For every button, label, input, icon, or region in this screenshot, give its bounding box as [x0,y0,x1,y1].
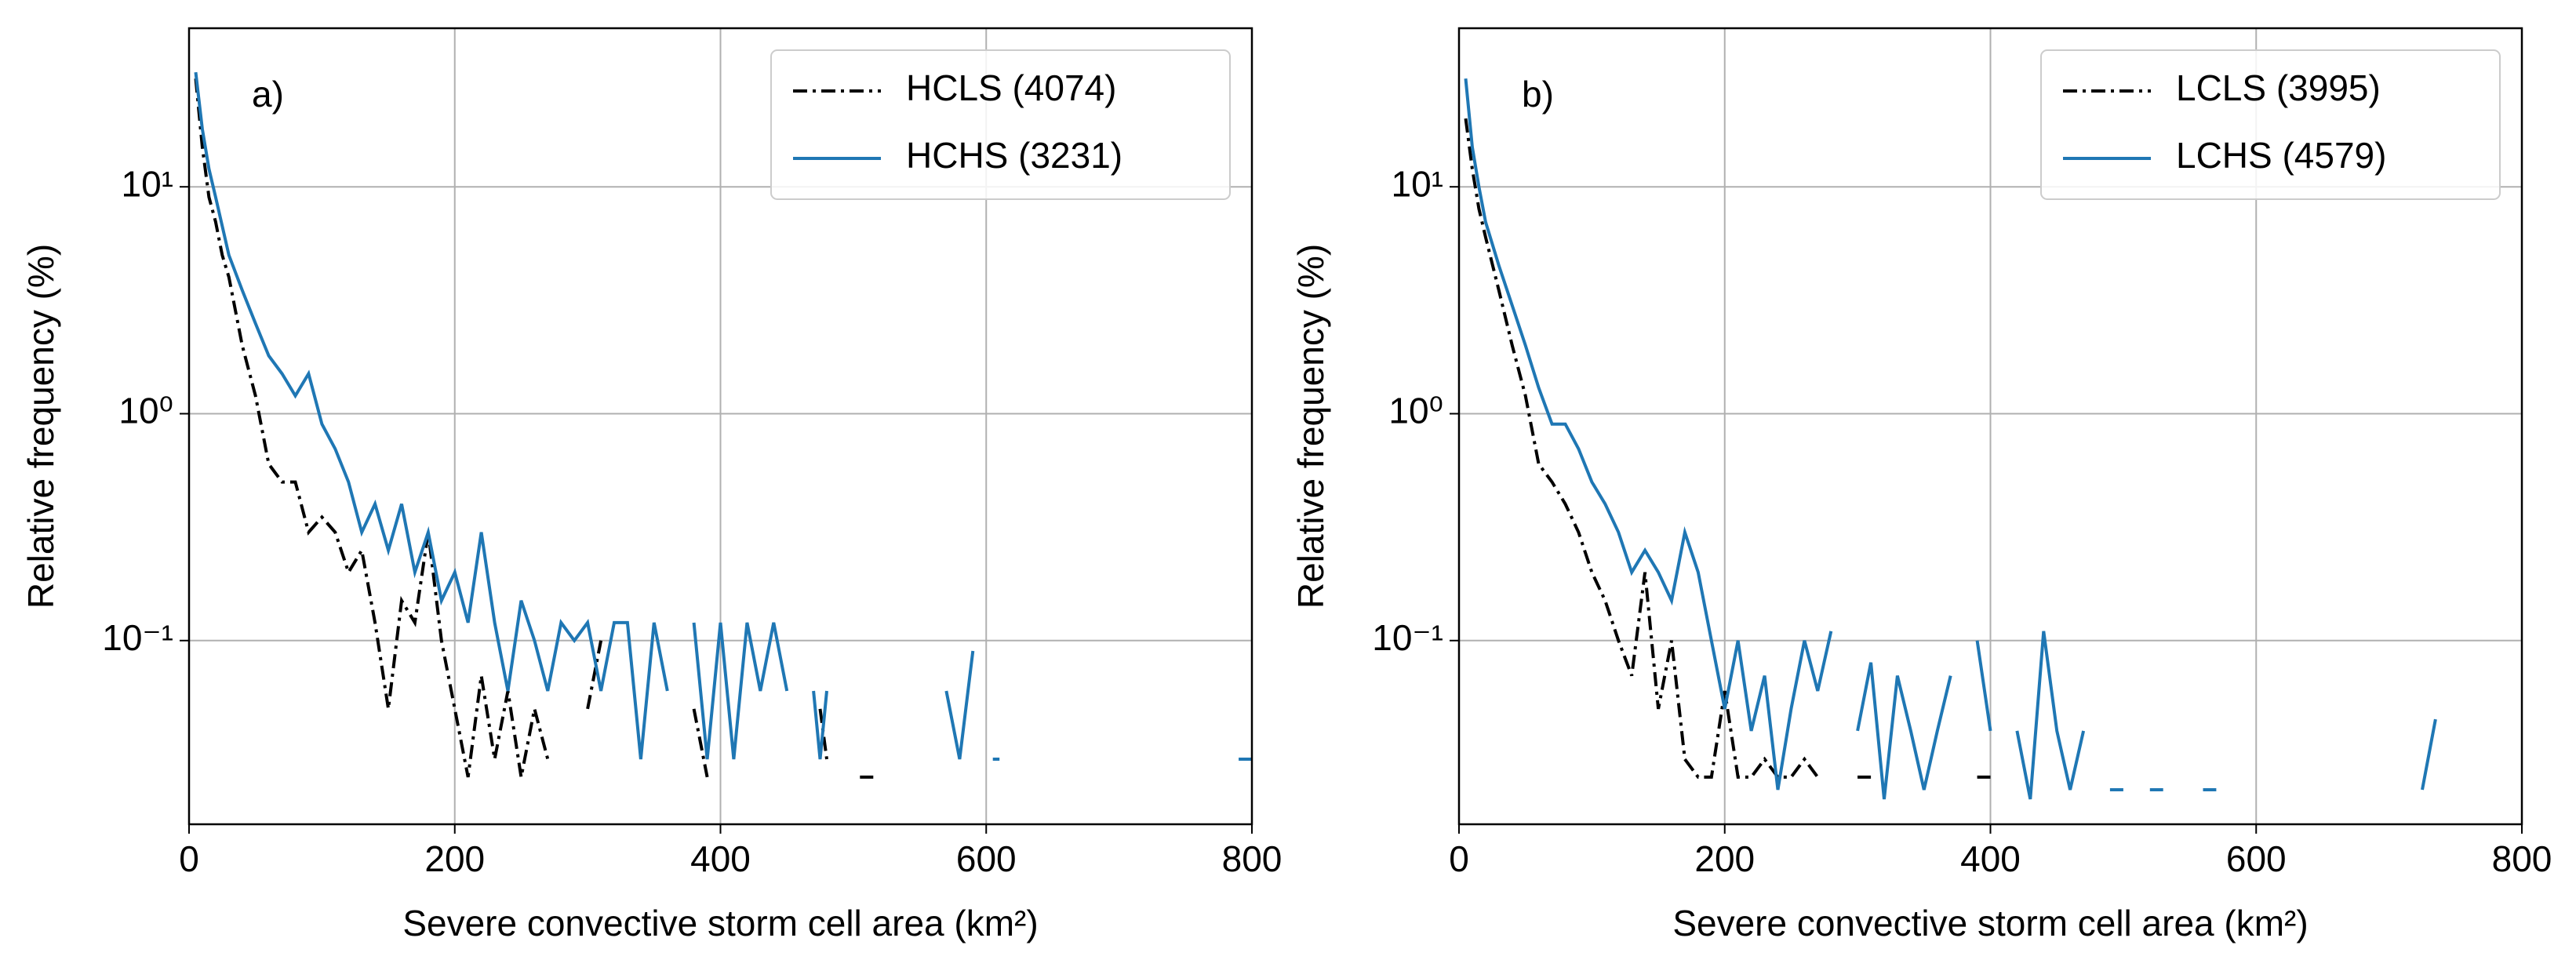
y-tick-label: 10⁰ [1388,391,1443,431]
x-tick-label: 400 [1960,838,2021,879]
series-line [194,71,1252,761]
axes-frame [187,27,1253,826]
legend-box [770,49,1231,200]
legend-box [2040,49,2501,200]
x-tick-label: 400 [690,838,751,879]
axes-frame [1457,27,2523,826]
panel: 0 200 400 600 800 10⁻¹ 10⁰ 10¹ b) Severe convecti… [1290,27,2552,943]
x-tick-label: 600 [956,838,1017,879]
series-line [194,78,874,779]
y-axis-label: Relative frequency (%) [20,244,61,609]
panel: 0 200 400 600 800 10⁻¹ 10⁰ 10¹ a) Severe convecti… [20,27,1283,943]
y-tick-label: 10⁻¹ [1372,617,1443,658]
panel-label: b) [1522,74,1554,115]
legend-label: LCHS (4579) [2176,135,2386,176]
panel-label: a) [252,74,284,115]
x-axis-label: Severe convective storm cell area (km²) [402,903,1038,943]
x-tick-label: 200 [1694,838,1755,879]
series-line [1464,118,1991,779]
legend-label: HCHS (3231) [906,135,1122,176]
series-line [1464,78,2437,800]
y-tick-label: 10¹ [122,163,173,204]
legend-label: LCLS (3995) [2176,67,2381,108]
x-tick-label: 800 [2492,838,2552,879]
legend-label: HCLS (4074) [906,67,1116,108]
x-tick-label: 0 [1449,838,1469,879]
y-tick-label: 10¹ [1392,163,1443,204]
y-axis-label: Relative frequency (%) [1290,244,1331,609]
x-tick-label: 200 [424,838,485,879]
x-tick-label: 800 [1222,838,1283,879]
x-tick-label: 0 [179,838,199,879]
y-tick-label: 10⁰ [118,391,173,431]
x-tick-label: 600 [2226,838,2287,879]
x-axis-label: Severe convective storm cell area (km²) [1672,903,2308,943]
y-tick-label: 10⁻¹ [102,617,173,658]
